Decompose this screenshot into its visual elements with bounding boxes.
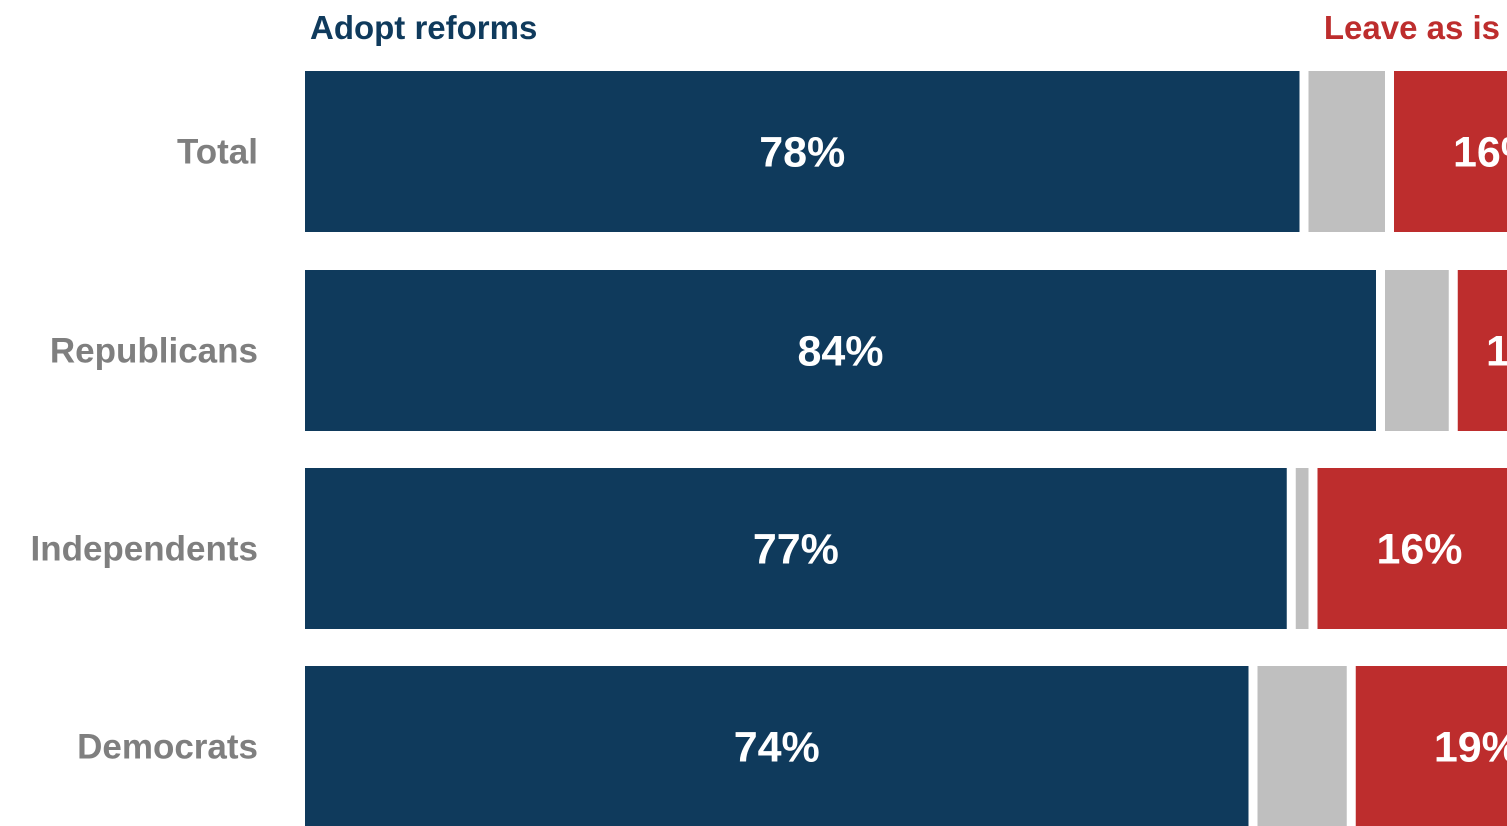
legend-adopt-reforms: Adopt reforms bbox=[310, 9, 537, 46]
category-label-republicans: Republicans bbox=[50, 332, 258, 371]
bar-adopt-reforms-total bbox=[305, 71, 1300, 232]
value-label-leave-as-is-independents: 16% bbox=[1376, 526, 1462, 574]
value-label-leave-as-is-republicans: 11% bbox=[1486, 328, 1507, 376]
value-label-leave-as-is-total: 16% bbox=[1453, 129, 1507, 177]
bar-other-republicans bbox=[1385, 270, 1449, 431]
bar-leave-as-is-republicans bbox=[1457, 270, 1507, 431]
value-label-adopt-reforms-total: 78% bbox=[759, 129, 845, 177]
bar-other-democrats bbox=[1257, 666, 1347, 826]
bar-adopt-reforms-democrats bbox=[305, 666, 1249, 826]
category-label-independents: Independents bbox=[30, 530, 258, 569]
bars-layer: Total 78% 16% Republicans 84% 11% Independents… bbox=[30, 71, 1507, 826]
bar-other-independents bbox=[1295, 468, 1309, 629]
bar-other-total bbox=[1308, 71, 1385, 232]
bar-leave-as-is-independents bbox=[1317, 468, 1507, 629]
bar-leave-as-is-democrats bbox=[1355, 666, 1507, 826]
value-label-adopt-reforms-independents: 77% bbox=[753, 526, 839, 574]
value-label-leave-as-is-democrats: 19% bbox=[1434, 724, 1507, 772]
category-label-democrats: Democrats bbox=[77, 728, 258, 767]
bar-leave-as-is-total bbox=[1394, 71, 1507, 232]
bar-adopt-reforms-independents bbox=[305, 468, 1287, 629]
legend-leave-as-is: Leave as is bbox=[1324, 9, 1500, 46]
category-label-total: Total bbox=[177, 133, 258, 172]
value-label-adopt-reforms-democrats: 74% bbox=[734, 724, 820, 772]
value-label-adopt-reforms-republicans: 84% bbox=[797, 328, 883, 376]
bar-adopt-reforms-republicans bbox=[305, 270, 1376, 431]
